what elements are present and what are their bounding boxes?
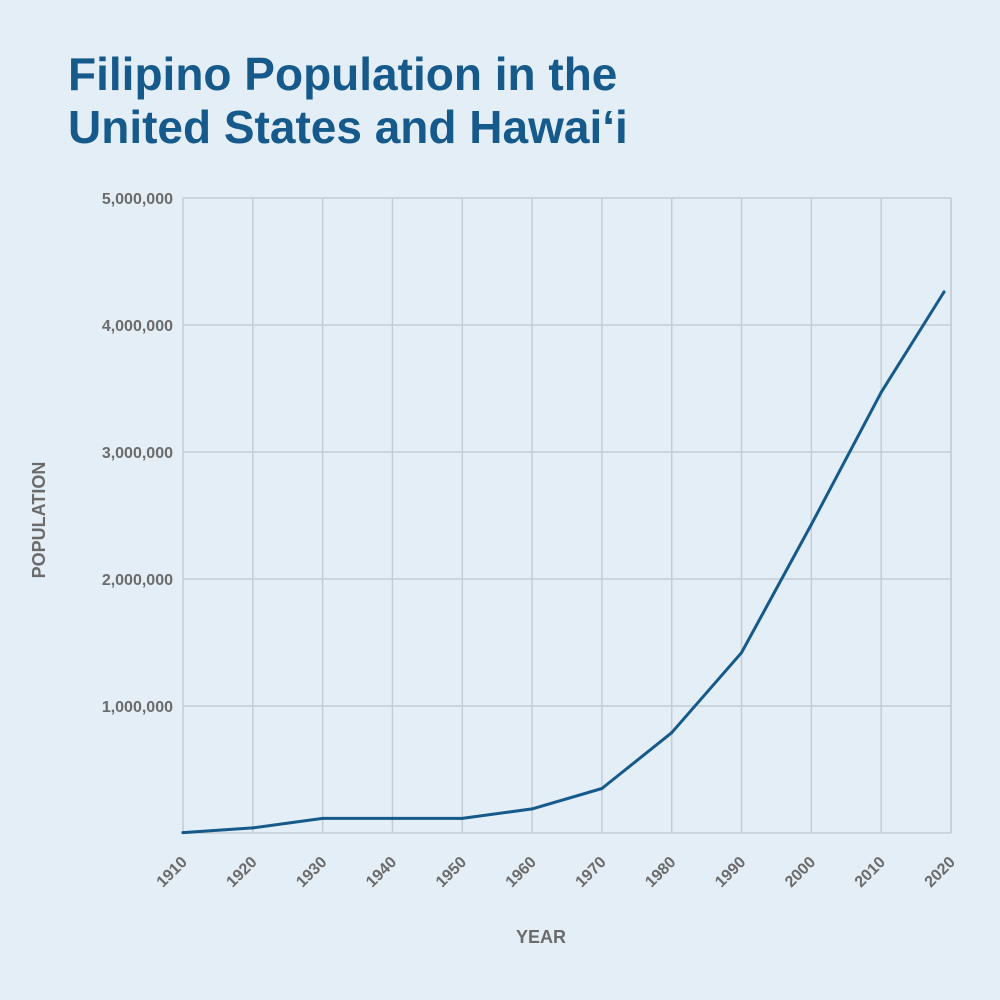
x-tick-label: 1950: [433, 854, 470, 891]
y-tick-label: 3,000,000: [102, 445, 173, 462]
x-tick-label: 1970: [573, 854, 610, 891]
data-point-2000: [809, 522, 813, 526]
data-point-1930: [321, 816, 325, 820]
x-tick-label: 1980: [642, 854, 679, 891]
x-tick-label: 1920: [223, 854, 260, 891]
y-tick-label: 2,000,000: [102, 572, 173, 589]
data-point-1920: [251, 826, 255, 830]
x-tick-label: 2020: [922, 854, 959, 891]
series-line: [181, 290, 946, 835]
chart-title-line-1: Filipino Population in the: [68, 48, 618, 100]
y-tick-label: 5,000,000: [102, 191, 173, 208]
data-point-1940: [390, 816, 394, 820]
chart-title-line-2: United States and Hawai‘i: [68, 101, 628, 153]
x-tick-label: 1930: [293, 854, 330, 891]
data-point-1970: [600, 787, 604, 791]
data-point-1950: [460, 816, 464, 820]
y-axis-title: POPULATION: [29, 462, 49, 579]
x-tick-label: 2010: [852, 854, 889, 891]
series-layer: [181, 290, 946, 835]
x-tick-label: 1940: [363, 854, 400, 891]
data-point-1910: [181, 831, 185, 835]
y-tick-labels: 1,000,000 2,000,000 3,000,000 4,000,000 5,00…: [102, 191, 173, 716]
data-point-1980: [670, 731, 674, 735]
y-tick-label: 4,000,000: [102, 318, 173, 335]
x-tick-labels: 1910 1920 1930 1940 1950 1960 1970 1980 1990 2000…: [154, 854, 959, 891]
x-tick-label: 1960: [503, 854, 540, 891]
data-point-1960: [530, 807, 534, 811]
y-tick-label: 1,000,000: [102, 699, 173, 716]
x-axis-title: YEAR: [516, 927, 566, 947]
x-tick-label: 1910: [154, 854, 191, 891]
data-point-1990: [740, 651, 744, 655]
data-point-2010: [879, 390, 883, 394]
grid-lines: [182, 197, 952, 834]
chart-title: Filipino Population in the United States…: [68, 48, 948, 154]
x-tick-label: 1990: [712, 854, 749, 891]
x-tick-label: 2000: [782, 854, 819, 891]
data-point-2019: [942, 290, 946, 294]
